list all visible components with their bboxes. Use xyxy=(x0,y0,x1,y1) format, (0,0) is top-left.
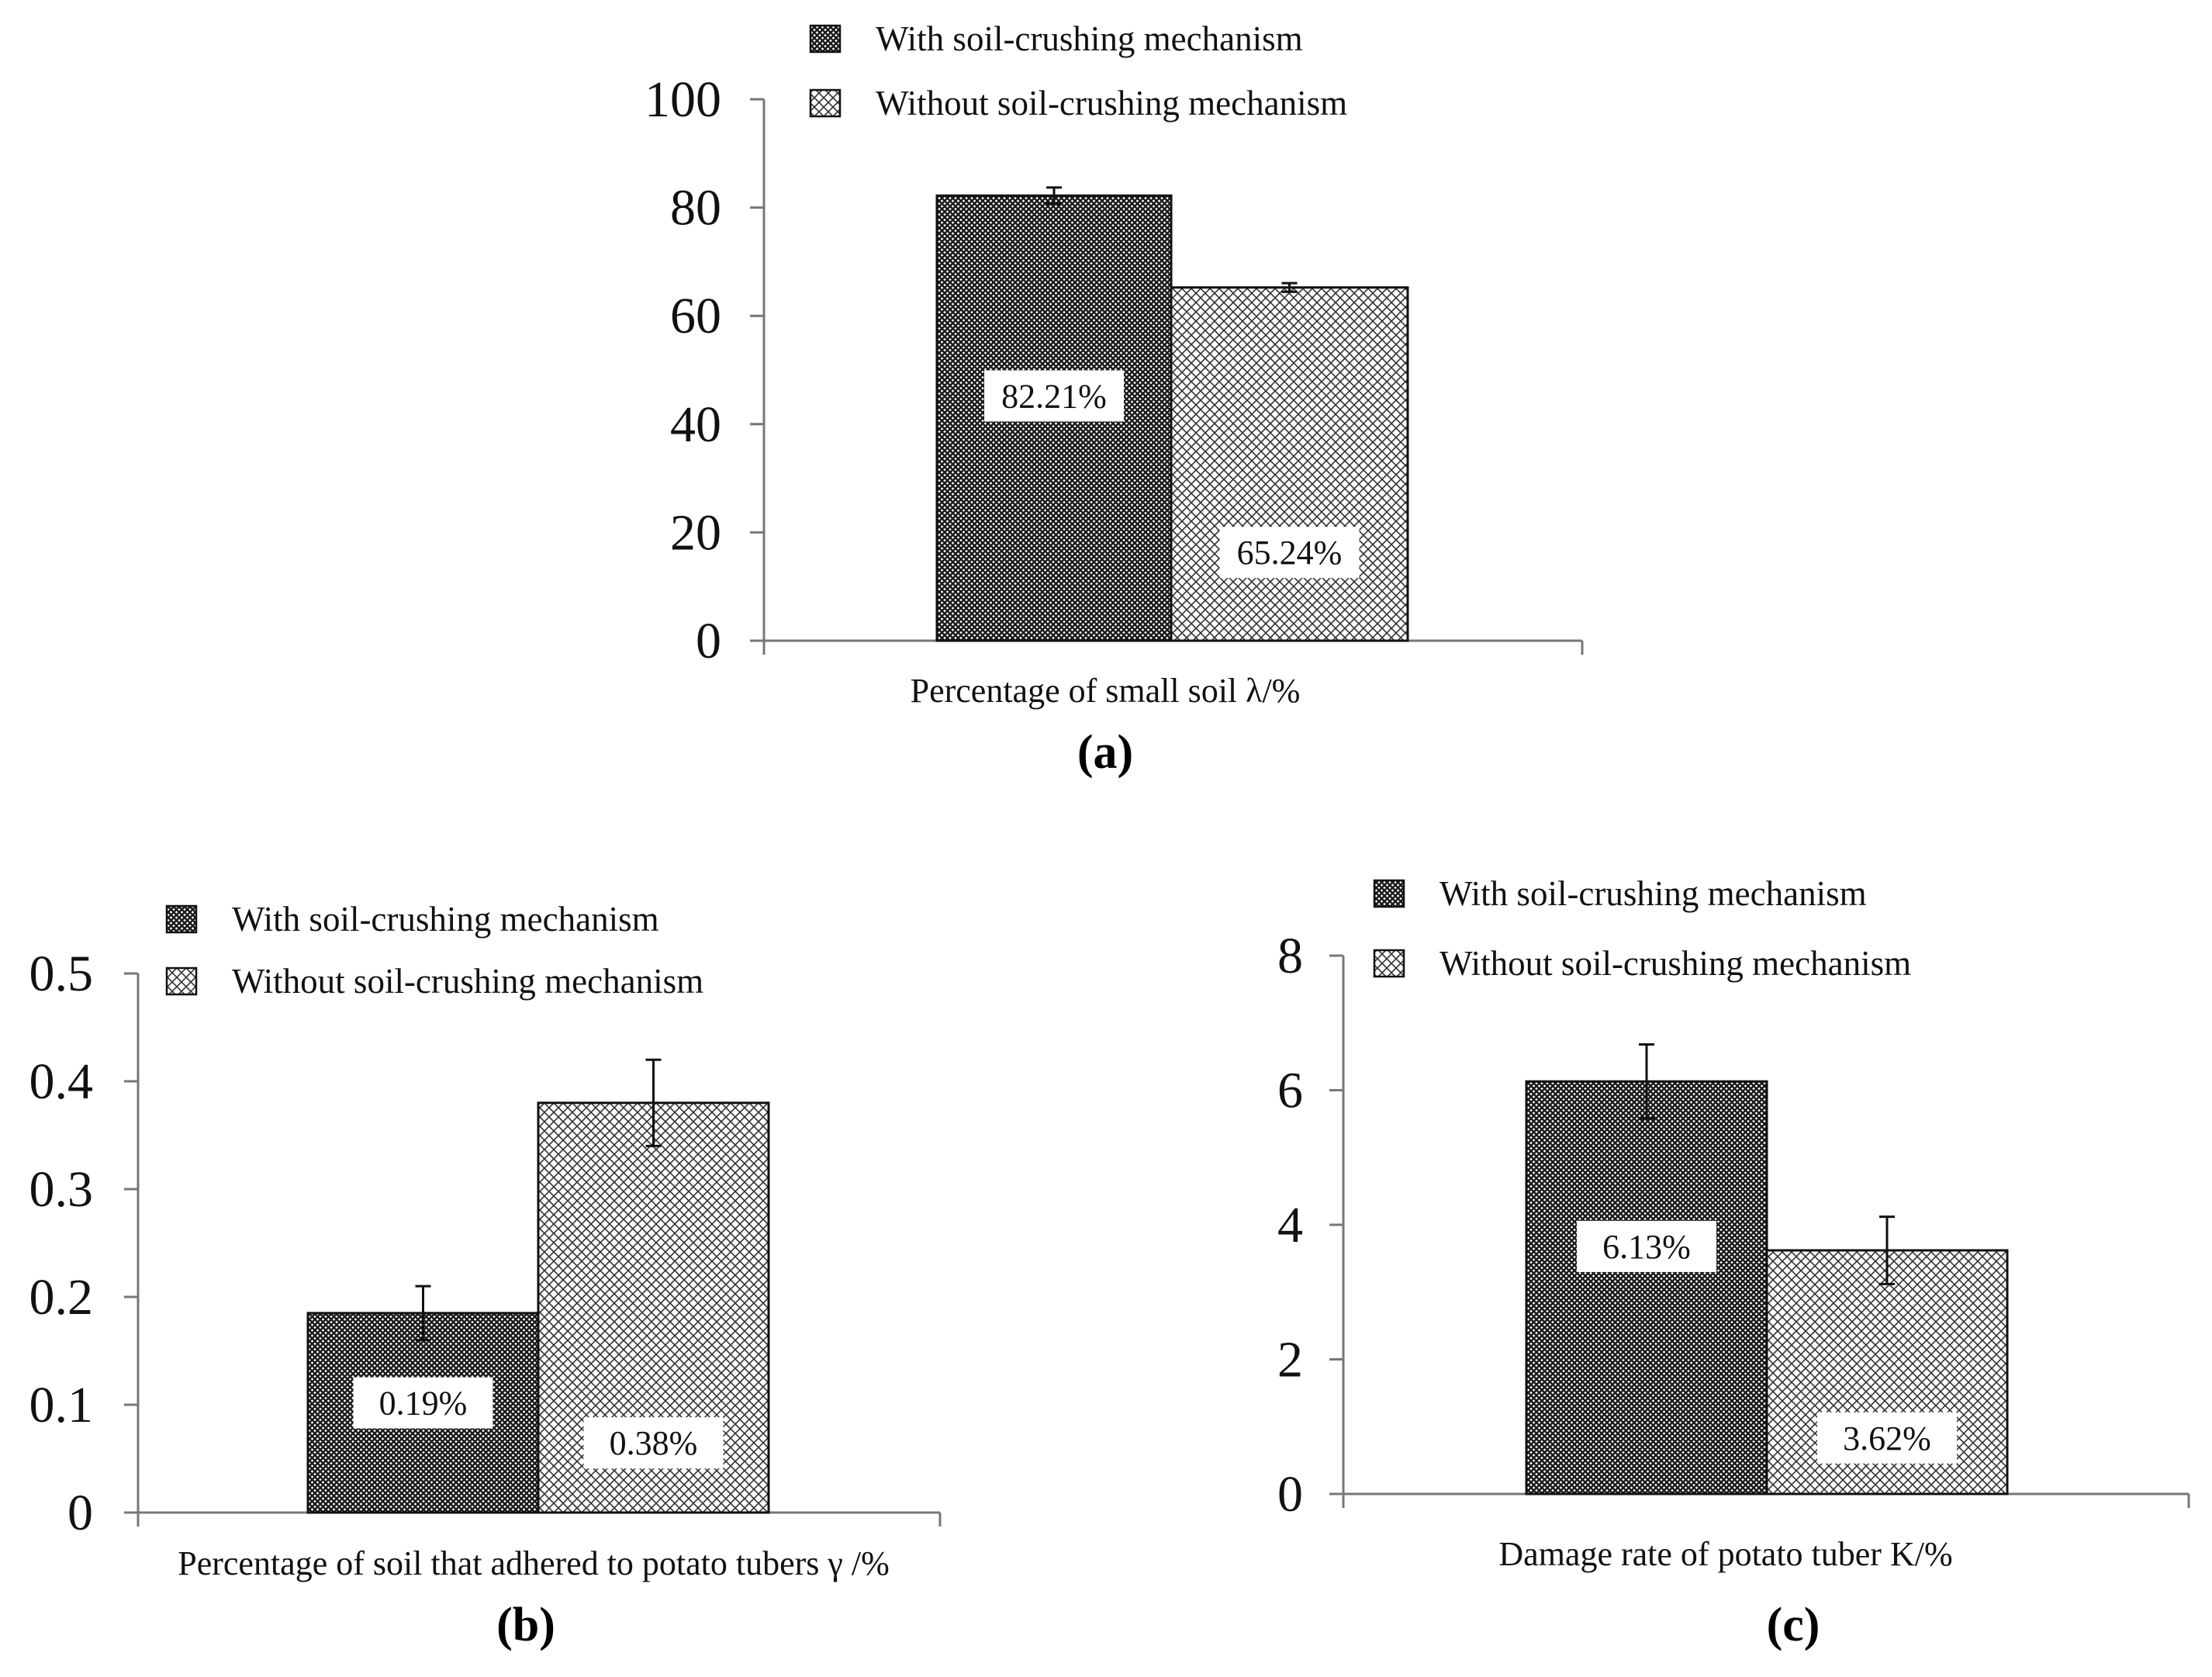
bar-without xyxy=(1170,286,1409,642)
y-tick-label: 6 xyxy=(1277,1063,1303,1119)
y-tick-label: 20 xyxy=(670,504,721,561)
y-tick-label: 4 xyxy=(1277,1197,1303,1253)
chart-3: 0 2 4 6 8 6.13% 3.62% With soil-crushing mechan… xyxy=(1277,874,2190,1651)
data-label: 82.21% xyxy=(1001,377,1107,415)
data-label-box xyxy=(1817,1412,1957,1464)
data-label-box xyxy=(1219,527,1360,579)
y-tick-label: 8 xyxy=(1277,928,1303,984)
y-tick-label: 0 xyxy=(696,613,721,669)
y-tick-label: 0.4 xyxy=(29,1053,94,1110)
data-label: 0.38% xyxy=(610,1424,698,1462)
y-tick-label: 2 xyxy=(1277,1332,1303,1388)
panel-label: (a) xyxy=(1077,726,1133,779)
legend-swatch-with xyxy=(1373,879,1405,908)
legend-swatch-with xyxy=(165,904,198,934)
y-tick-label: 0.3 xyxy=(29,1161,94,1218)
legend-swatch-with xyxy=(809,24,842,54)
y-tick-label: 60 xyxy=(670,288,721,344)
bar-with xyxy=(1525,1080,1768,1495)
y-tick-label: 100 xyxy=(645,71,721,128)
legend-swatch-without xyxy=(165,966,198,996)
y-tick-label: 0.1 xyxy=(29,1377,94,1433)
x-axis-label: Percentage of small soil λ/% xyxy=(911,672,1301,710)
y-tick-label: 40 xyxy=(670,396,721,453)
y-tick-label: 0.5 xyxy=(29,946,94,1002)
x-axis-label: Damage rate of potato tuber K/% xyxy=(1498,1535,1952,1573)
legend-label-without: Without soil-crushing mechanism xyxy=(232,962,703,1001)
y-tick-label: 0.2 xyxy=(29,1269,94,1326)
legend-label-without: Without soil-crushing mechanism xyxy=(1440,944,1911,983)
chart-2: 0 0.1 0.2 0.3 0.4 0.5 0.19% 0.38% With soil-crus… xyxy=(29,900,942,1651)
panel-label: (c) xyxy=(1767,1599,1820,1651)
legend-swatch-without xyxy=(1373,949,1405,978)
legend-label-with: With soil-crushing mechanism xyxy=(1440,874,1867,913)
chart-1: 0 20 40 60 80 100 82.21% 65.24% With soil-crushi… xyxy=(645,19,1584,779)
legend-swatch-without xyxy=(809,88,842,118)
data-label: 3.62% xyxy=(1843,1419,1931,1457)
data-label: 6.13% xyxy=(1602,1228,1691,1266)
data-label: 0.19% xyxy=(379,1385,468,1423)
x-axis-label: Percentage of soil that adhered to potat… xyxy=(178,1544,890,1582)
data-label: 65.24% xyxy=(1237,534,1343,572)
panel-label: (b) xyxy=(496,1599,555,1651)
data-label-box xyxy=(583,1417,724,1469)
data-label-box xyxy=(984,370,1124,422)
y-tick-label: 0 xyxy=(1277,1466,1303,1523)
y-tick-label: 80 xyxy=(670,180,721,237)
legend-label-with: With soil-crushing mechanism xyxy=(232,900,659,939)
y-tick-label: 0 xyxy=(67,1485,93,1541)
legend-label-with: With soil-crushing mechanism xyxy=(876,19,1303,58)
legend-label-without: Without soil-crushing mechanism xyxy=(876,84,1347,123)
data-label-box xyxy=(353,1377,493,1429)
data-label-box xyxy=(1577,1220,1716,1272)
